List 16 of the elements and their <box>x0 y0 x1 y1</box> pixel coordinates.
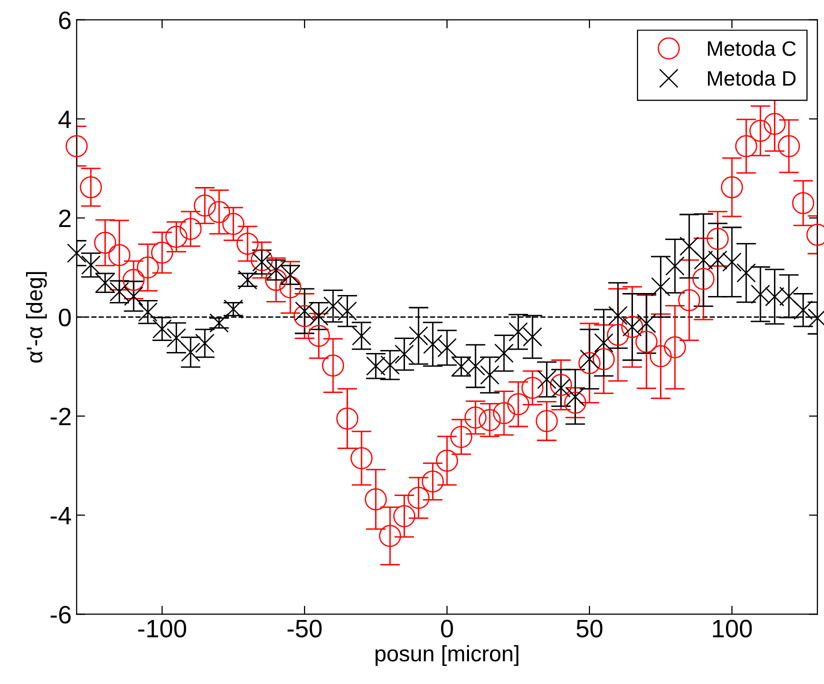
legend-label: Metoda D <box>708 70 796 86</box>
y-tick-label: -4 <box>50 507 72 524</box>
y-axis-title: α'-α [deg] <box>26 272 47 363</box>
y-tick-label: 0 <box>58 308 71 326</box>
y-tick-label: 4 <box>58 110 72 128</box>
x-tick-label: -50 <box>288 620 322 638</box>
legend-label: Metoda C <box>708 40 796 56</box>
y-tick-label: -2 <box>50 408 71 426</box>
x-tick-label: 50 <box>576 620 602 638</box>
x-tick-label: 0 <box>441 620 453 638</box>
y-tick-label: -6 <box>50 606 71 624</box>
y-tick-label: 2 <box>59 210 71 228</box>
y-tick-label: 6 <box>59 11 71 30</box>
x-tick-label: 100 <box>712 620 752 638</box>
x-tick-label: -100 <box>138 620 186 638</box>
x-axis-title: posun [micron] <box>376 645 518 666</box>
